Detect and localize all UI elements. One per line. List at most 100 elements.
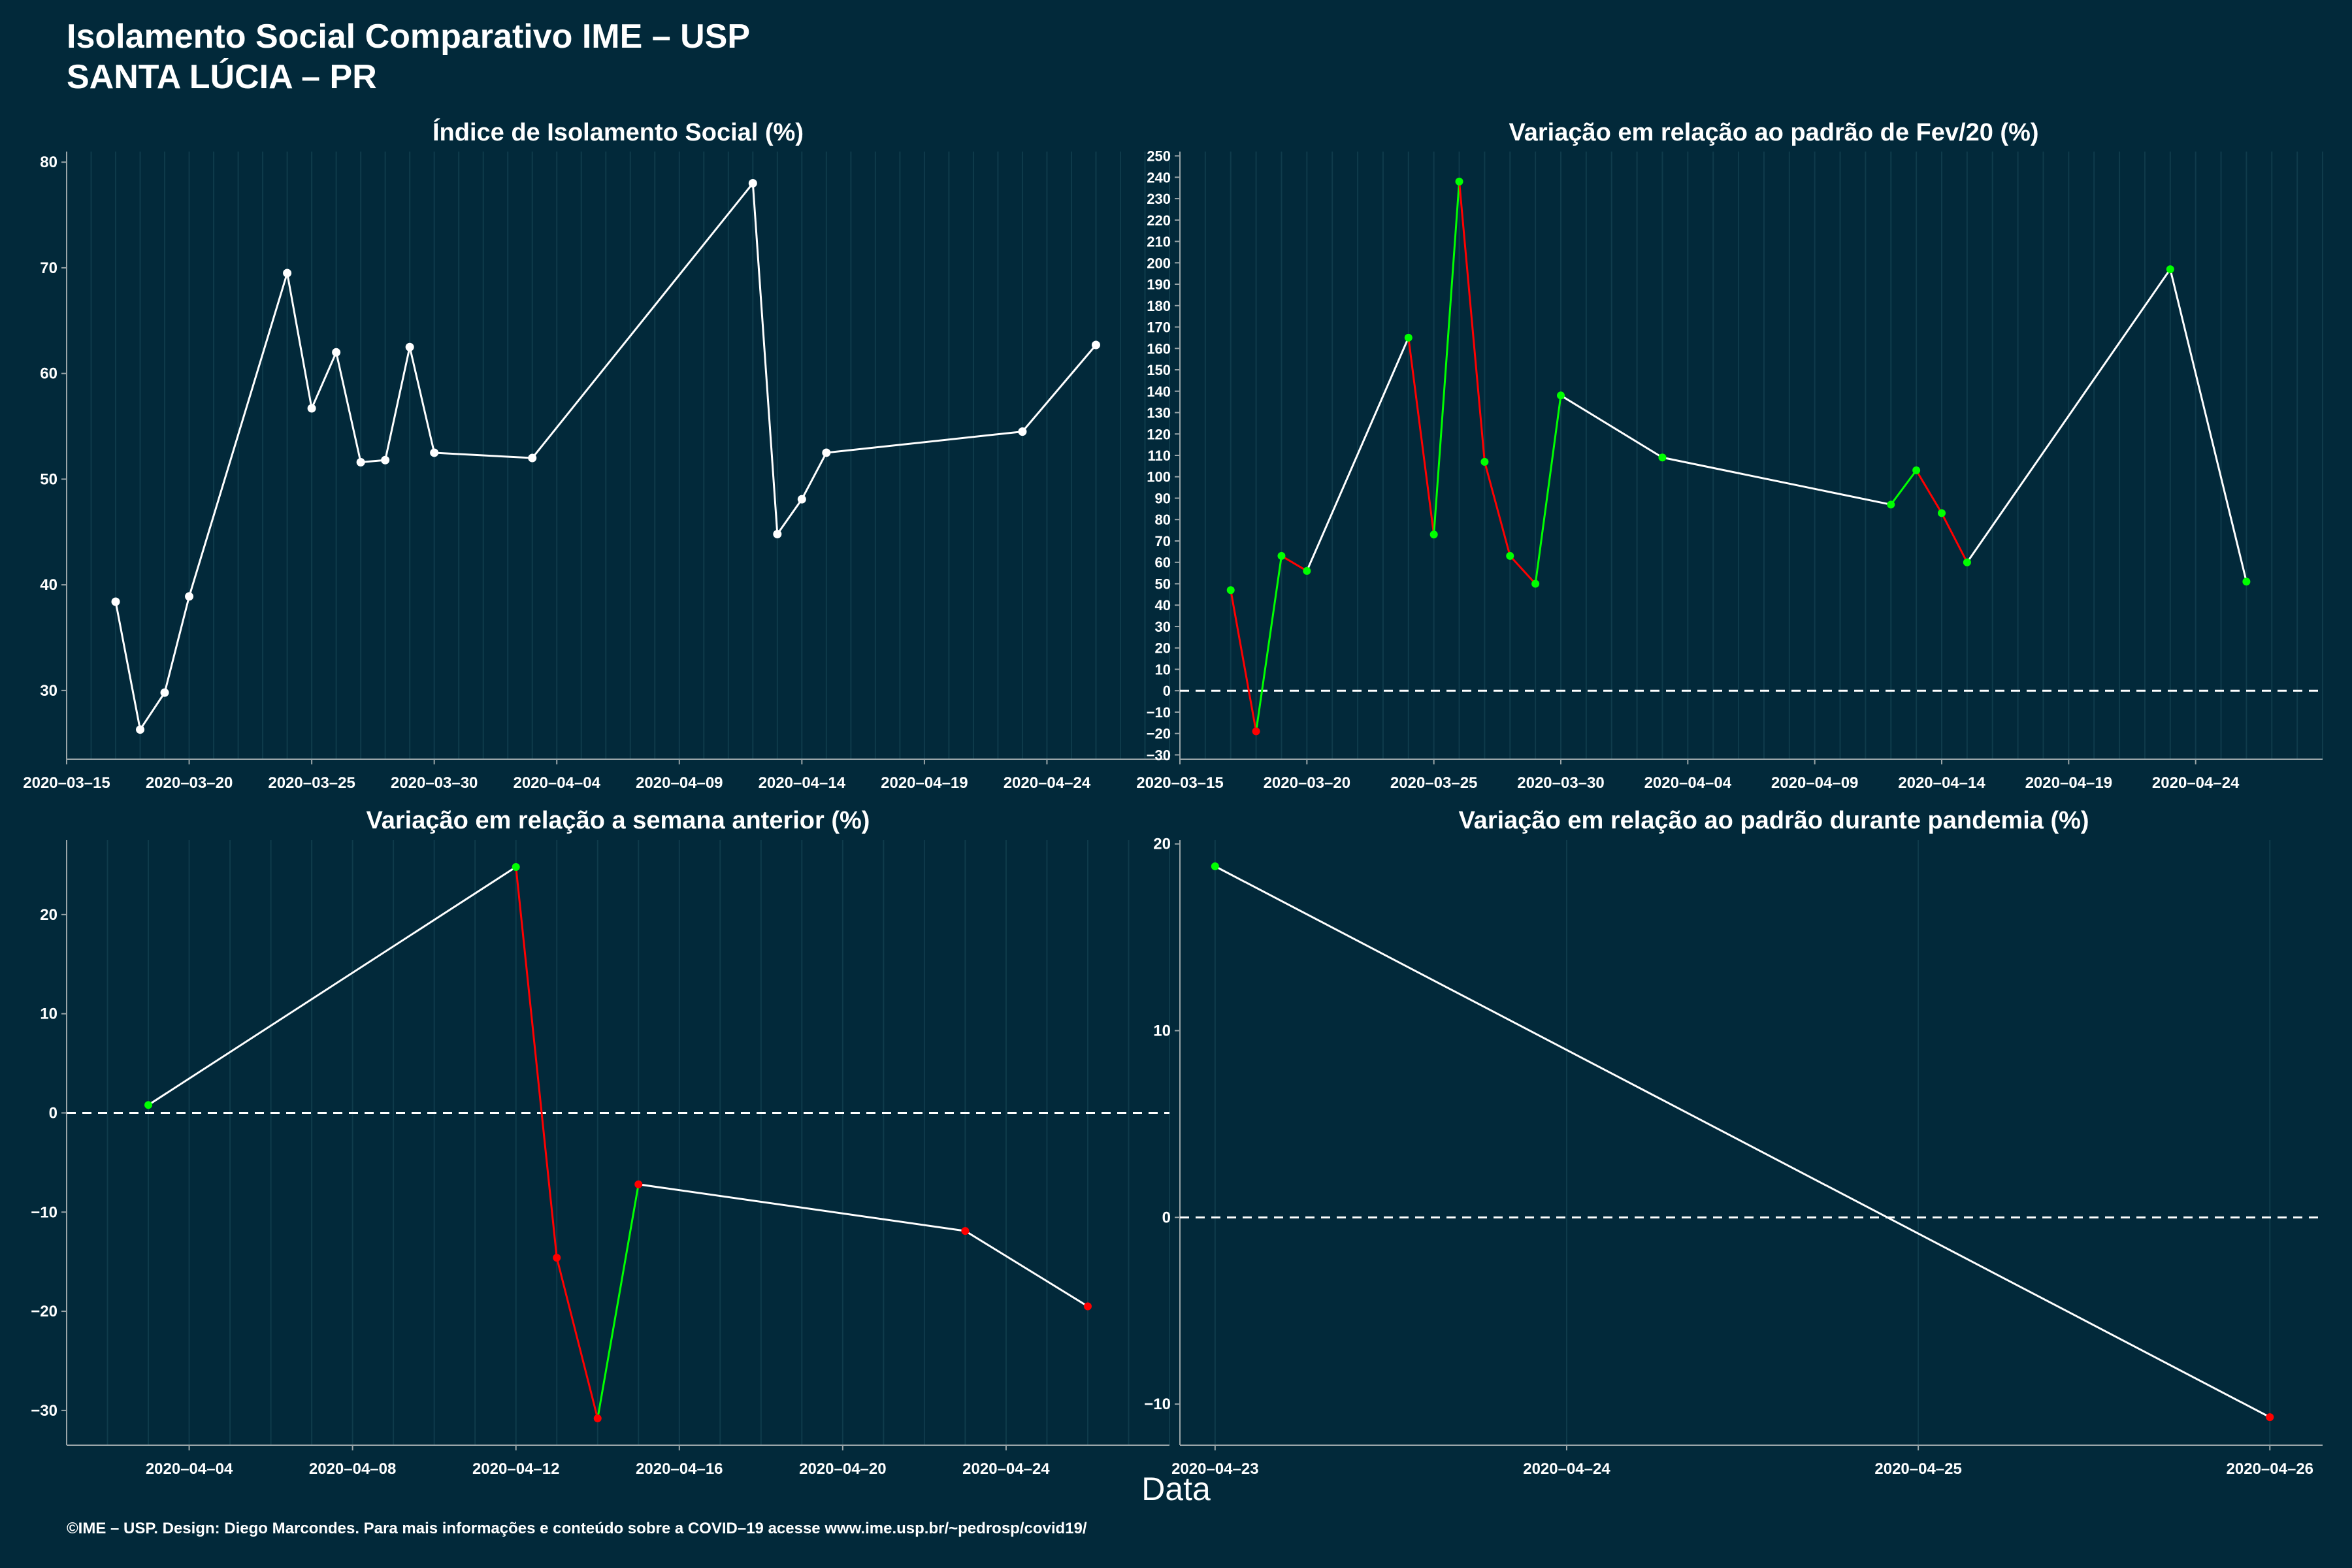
data-point — [553, 1254, 561, 1262]
y-tick-label: 40 — [40, 576, 57, 594]
series-segment — [1483, 461, 1511, 557]
data-point — [405, 342, 414, 351]
y-tick-label: −30 — [1147, 747, 1171, 763]
series-segment — [1560, 395, 1663, 459]
data-point — [1658, 453, 1667, 462]
y-tick-label: 50 — [1155, 576, 1171, 592]
data-point — [528, 453, 537, 463]
series-segment — [1021, 344, 1097, 433]
data-point — [2242, 578, 2251, 586]
data-point — [1211, 862, 1219, 871]
data-point — [1455, 177, 1463, 186]
x-tick-label: 2020–03–15 — [23, 774, 110, 792]
series-segment — [286, 272, 313, 409]
series-segment — [1966, 269, 2172, 563]
y-tick-label: 60 — [40, 365, 57, 383]
y-tick-label: 70 — [1155, 533, 1171, 549]
x-tick-label: 2020–03–20 — [146, 774, 233, 792]
x-tick-label: 2020–04–24 — [962, 1460, 1050, 1478]
x-tick-label: 2020–04–14 — [759, 774, 846, 792]
x-tick-label: 2020–04–12 — [472, 1460, 559, 1478]
y-tick-label: −20 — [1147, 726, 1171, 742]
x-tick-label: 2020–03–20 — [1264, 774, 1350, 792]
data-point — [773, 529, 782, 538]
series-segment — [148, 866, 517, 1106]
series-segment — [776, 498, 803, 535]
x-tick-label: 2020–04–04 — [513, 774, 600, 792]
series-segment — [434, 451, 532, 459]
y-tick-label: 250 — [1147, 148, 1171, 165]
y-tick-label: 0 — [49, 1104, 57, 1122]
y-tick-label: 40 — [1155, 597, 1171, 613]
y-tick-label: 20 — [1153, 836, 1171, 853]
data-point — [136, 725, 145, 734]
data-point — [1480, 457, 1489, 466]
data-point — [1277, 551, 1286, 560]
data-point — [160, 688, 169, 697]
y-tick-label: 120 — [1147, 426, 1171, 442]
data-point — [1506, 551, 1514, 560]
data-point — [185, 592, 194, 601]
y-tick-label: 160 — [1147, 340, 1171, 357]
data-point — [1303, 566, 1311, 575]
y-tick-label: 200 — [1147, 255, 1171, 271]
series-segment — [515, 866, 558, 1258]
series-segment — [1662, 456, 1891, 506]
x-tick-label: 2020–04–19 — [881, 774, 968, 792]
series-segment — [384, 346, 411, 461]
x-tick-label: 2020–03–30 — [1517, 774, 1604, 792]
x-tick-label: 2020–04–24 — [2152, 774, 2240, 792]
data-point — [1887, 500, 1895, 509]
x-tick-label: 2020–04–04 — [1644, 774, 1732, 792]
series-segment — [531, 182, 754, 459]
data-point — [512, 862, 520, 871]
series-segment — [1230, 590, 1258, 732]
x-tick-label: 2020–03–25 — [268, 774, 355, 792]
data-point — [1083, 1302, 1092, 1311]
series-segment — [1255, 555, 1282, 732]
series-segment — [1407, 337, 1435, 535]
data-point — [332, 348, 341, 357]
data-point — [1938, 509, 1946, 517]
y-tick-label: 20 — [1155, 640, 1171, 657]
y-tick-label: −10 — [31, 1203, 57, 1221]
footer-credits: ©IME – USP. Design: Diego Marcondes. Par… — [67, 1520, 1087, 1537]
data-point — [1252, 727, 1260, 736]
y-tick-label: 110 — [1148, 448, 1171, 464]
y-tick-label: 30 — [1155, 619, 1171, 635]
data-point — [1531, 580, 1540, 588]
y-tick-label: 240 — [1147, 169, 1171, 186]
series-segment — [1433, 181, 1461, 535]
data-point — [822, 448, 831, 457]
series-segment — [801, 452, 828, 500]
series-segment — [163, 596, 191, 693]
y-tick-label: 10 — [1155, 661, 1171, 678]
data-point — [144, 1101, 153, 1109]
y-tick-label: 90 — [1155, 490, 1171, 506]
y-tick-label: 180 — [1147, 298, 1171, 314]
y-tick-label: −10 — [1144, 1396, 1171, 1413]
series-segment — [1890, 470, 1918, 506]
y-tick-label: −10 — [1147, 704, 1171, 721]
x-tick-label: 2020–04–26 — [2227, 1460, 2313, 1478]
series-segment — [114, 601, 142, 730]
x-tick-label: 2020–04–23 — [1171, 1460, 1258, 1478]
y-tick-label: 170 — [1147, 319, 1171, 336]
panel-title: Variação em relação ao padrão de Fev/20 … — [1509, 119, 2038, 146]
data-point — [797, 495, 806, 504]
data-point — [748, 179, 757, 188]
y-tick-label: 80 — [1155, 512, 1171, 528]
x-tick-label: 2020–03–15 — [1136, 774, 1223, 792]
series-segment — [751, 183, 779, 534]
y-tick-label: 10 — [40, 1005, 57, 1023]
y-tick-label: 50 — [40, 470, 57, 488]
y-tick-label: 150 — [1147, 362, 1171, 378]
x-tick-label: 2020–04–09 — [1771, 774, 1858, 792]
panel-title: Índice de Isolamento Social (%) — [433, 118, 804, 146]
y-tick-label: −20 — [31, 1303, 57, 1320]
series-segment — [1281, 555, 1308, 572]
y-tick-label: 10 — [1153, 1022, 1171, 1040]
x-tick-label: 2020–03–30 — [391, 774, 478, 792]
x-tick-label: 2020–04–25 — [1874, 1460, 1961, 1478]
